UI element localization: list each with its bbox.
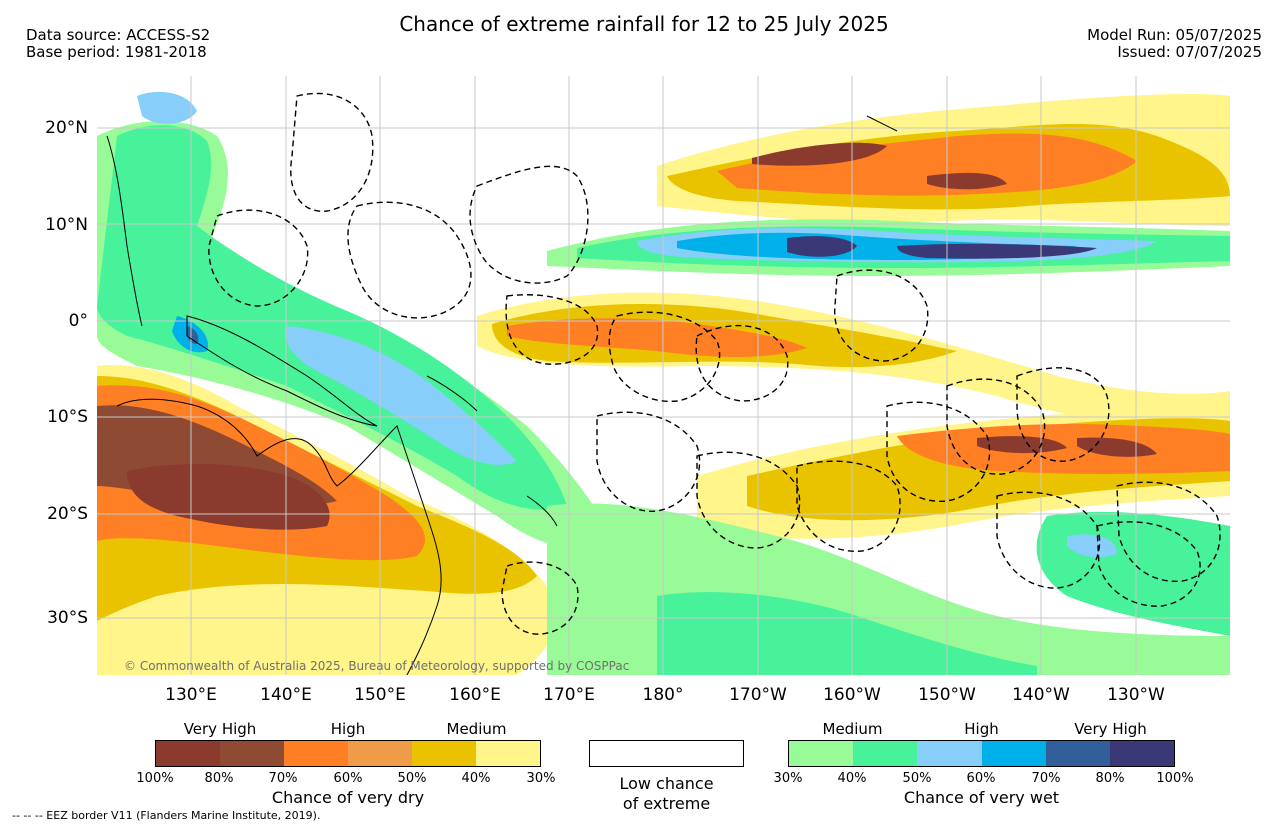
philippines-coastline [106,135,143,327]
data-source-line: Data source: ACCESS-S2 [26,26,211,44]
dry-tick-50: 50% [397,771,427,786]
model-run-info: Model Run: 05/07/2025 Issued: 07/07/2025 [1087,27,1262,61]
coastlines [106,115,898,675]
wet-tick-30: 30% [773,771,803,786]
lon-label-150w: 150°W [918,685,976,705]
base-period-line: Base period: 1981-2018 [26,43,207,61]
north-wet-dark-1 [787,236,857,257]
dry-regions [97,94,1230,675]
south-east-dry-orange [897,424,1230,475]
lat-label-10s: 10°S [47,407,88,427]
wet-legend-header-high: High [964,720,999,738]
lat-label-30s: 30°S [47,608,88,628]
rainfall-map[interactable]: © Commonwealth of Australia 2025, Bureau… [97,76,1230,675]
southeast-wet-blue-patch [1067,534,1117,558]
wet-legend-caption: Chance of very wet [903,788,1060,807]
low-chance-caption: Low chance of extreme [589,774,744,814]
wet-tick-100: 100% [1156,771,1194,786]
south-east-dry-brown-2 [1077,437,1157,457]
lat-label-20s: 20°S [47,504,88,524]
lon-label-170w: 170°W [729,685,787,705]
new-guinea-coastline [186,315,378,427]
lon-label-160w: 160°W [823,685,881,705]
dry-tick-80: 80% [204,771,234,786]
wet-tick-50: 50% [902,771,932,786]
dry-legend-colorbar [155,740,541,767]
dry-swatch-6 [476,741,540,766]
wet-legend-header-medium: Medium [822,720,883,738]
wet-tick-40: 40% [837,771,867,786]
dry-swatch-5 [412,741,476,766]
wet-swatch-5 [1045,741,1110,766]
lon-label-130e: 130°E [165,685,217,705]
dry-tick-100: 100% [136,771,174,786]
sw-pacific-wet-dark [186,326,199,344]
model-run-line: Model Run: 05/07/2025 [1087,26,1262,44]
south-east-dry-brown [977,436,1067,454]
dry-legend-header-high: High [330,720,366,738]
lon-label-170e: 170°E [543,685,595,705]
dry-tick-30: 30% [526,771,556,786]
data-source-info: Data source: ACCESS-S2 Base period: 1981… [26,27,210,61]
lat-label-eq: 0° [68,311,88,331]
sw-pacific-wet-light-blue [285,326,517,465]
wet-legend-header-very-high: Very High [1074,720,1147,738]
dry-swatch-4 [348,741,412,766]
dry-tick-60: 60% [333,771,363,786]
south-central-wet-cyan [657,592,1037,675]
graticule [97,76,1230,675]
wet-swatch-3 [917,741,982,766]
solomon-islands-outline [426,375,478,412]
dry-swatch-1 [156,741,220,766]
dry-legend-header-very-high: Very High [183,720,257,738]
dry-tick-40: 40% [461,771,491,786]
wet-swatch-6 [1109,741,1175,766]
wet-swatch-1 [789,741,854,766]
eez-borders [208,92,1221,635]
australia-coastline [116,398,442,675]
lat-label-10n: 10°N [45,215,88,235]
wet-tick-70: 70% [1031,771,1061,786]
new-caledonia-outline [526,495,558,527]
dry-swatch-2 [220,741,284,766]
nw-wet-patch [137,91,197,124]
low-chance-caption-line1: Low chance [619,774,714,793]
lon-label-130w: 130°W [1107,685,1165,705]
equatorial-dry-orange [507,318,807,357]
lon-label-140e: 140°E [260,685,312,705]
wet-swatch-2 [853,741,918,766]
dry-legend-caption: Chance of very dry [271,788,425,807]
lon-label-150e: 150°E [354,685,406,705]
lat-label-20n: 20°N [45,118,88,138]
map-credit: © Commonwealth of Australia 2025, Bureau… [124,659,629,673]
wet-legend-colorbar [788,740,1175,767]
dry-swatch-3 [284,741,348,766]
eez-border-note: -- -- -- EEZ border V11 (Flanders Marine… [12,809,321,822]
issued-line: Issued: 07/07/2025 [1117,43,1262,61]
lon-label-180: 180° [642,685,684,705]
wet-tick-80: 80% [1095,771,1125,786]
lon-label-160e: 160°E [449,685,501,705]
australia-dry-brown [127,464,330,530]
dry-legend-header-medium: Medium [446,720,507,738]
wet-swatch-4 [981,741,1046,766]
low-chance-caption-line2: of extreme [622,794,711,813]
north-dry-orange-band [717,133,1137,196]
north-dry-brown-patch [752,142,887,166]
map-title: Chance of extreme rainfall for 12 to 25 … [399,12,889,36]
hawaii-outline [866,115,898,132]
wet-tick-60: 60% [966,771,996,786]
dry-tick-70: 70% [268,771,298,786]
lon-label-140w: 140°W [1012,685,1070,705]
low-chance-swatch [589,740,744,767]
